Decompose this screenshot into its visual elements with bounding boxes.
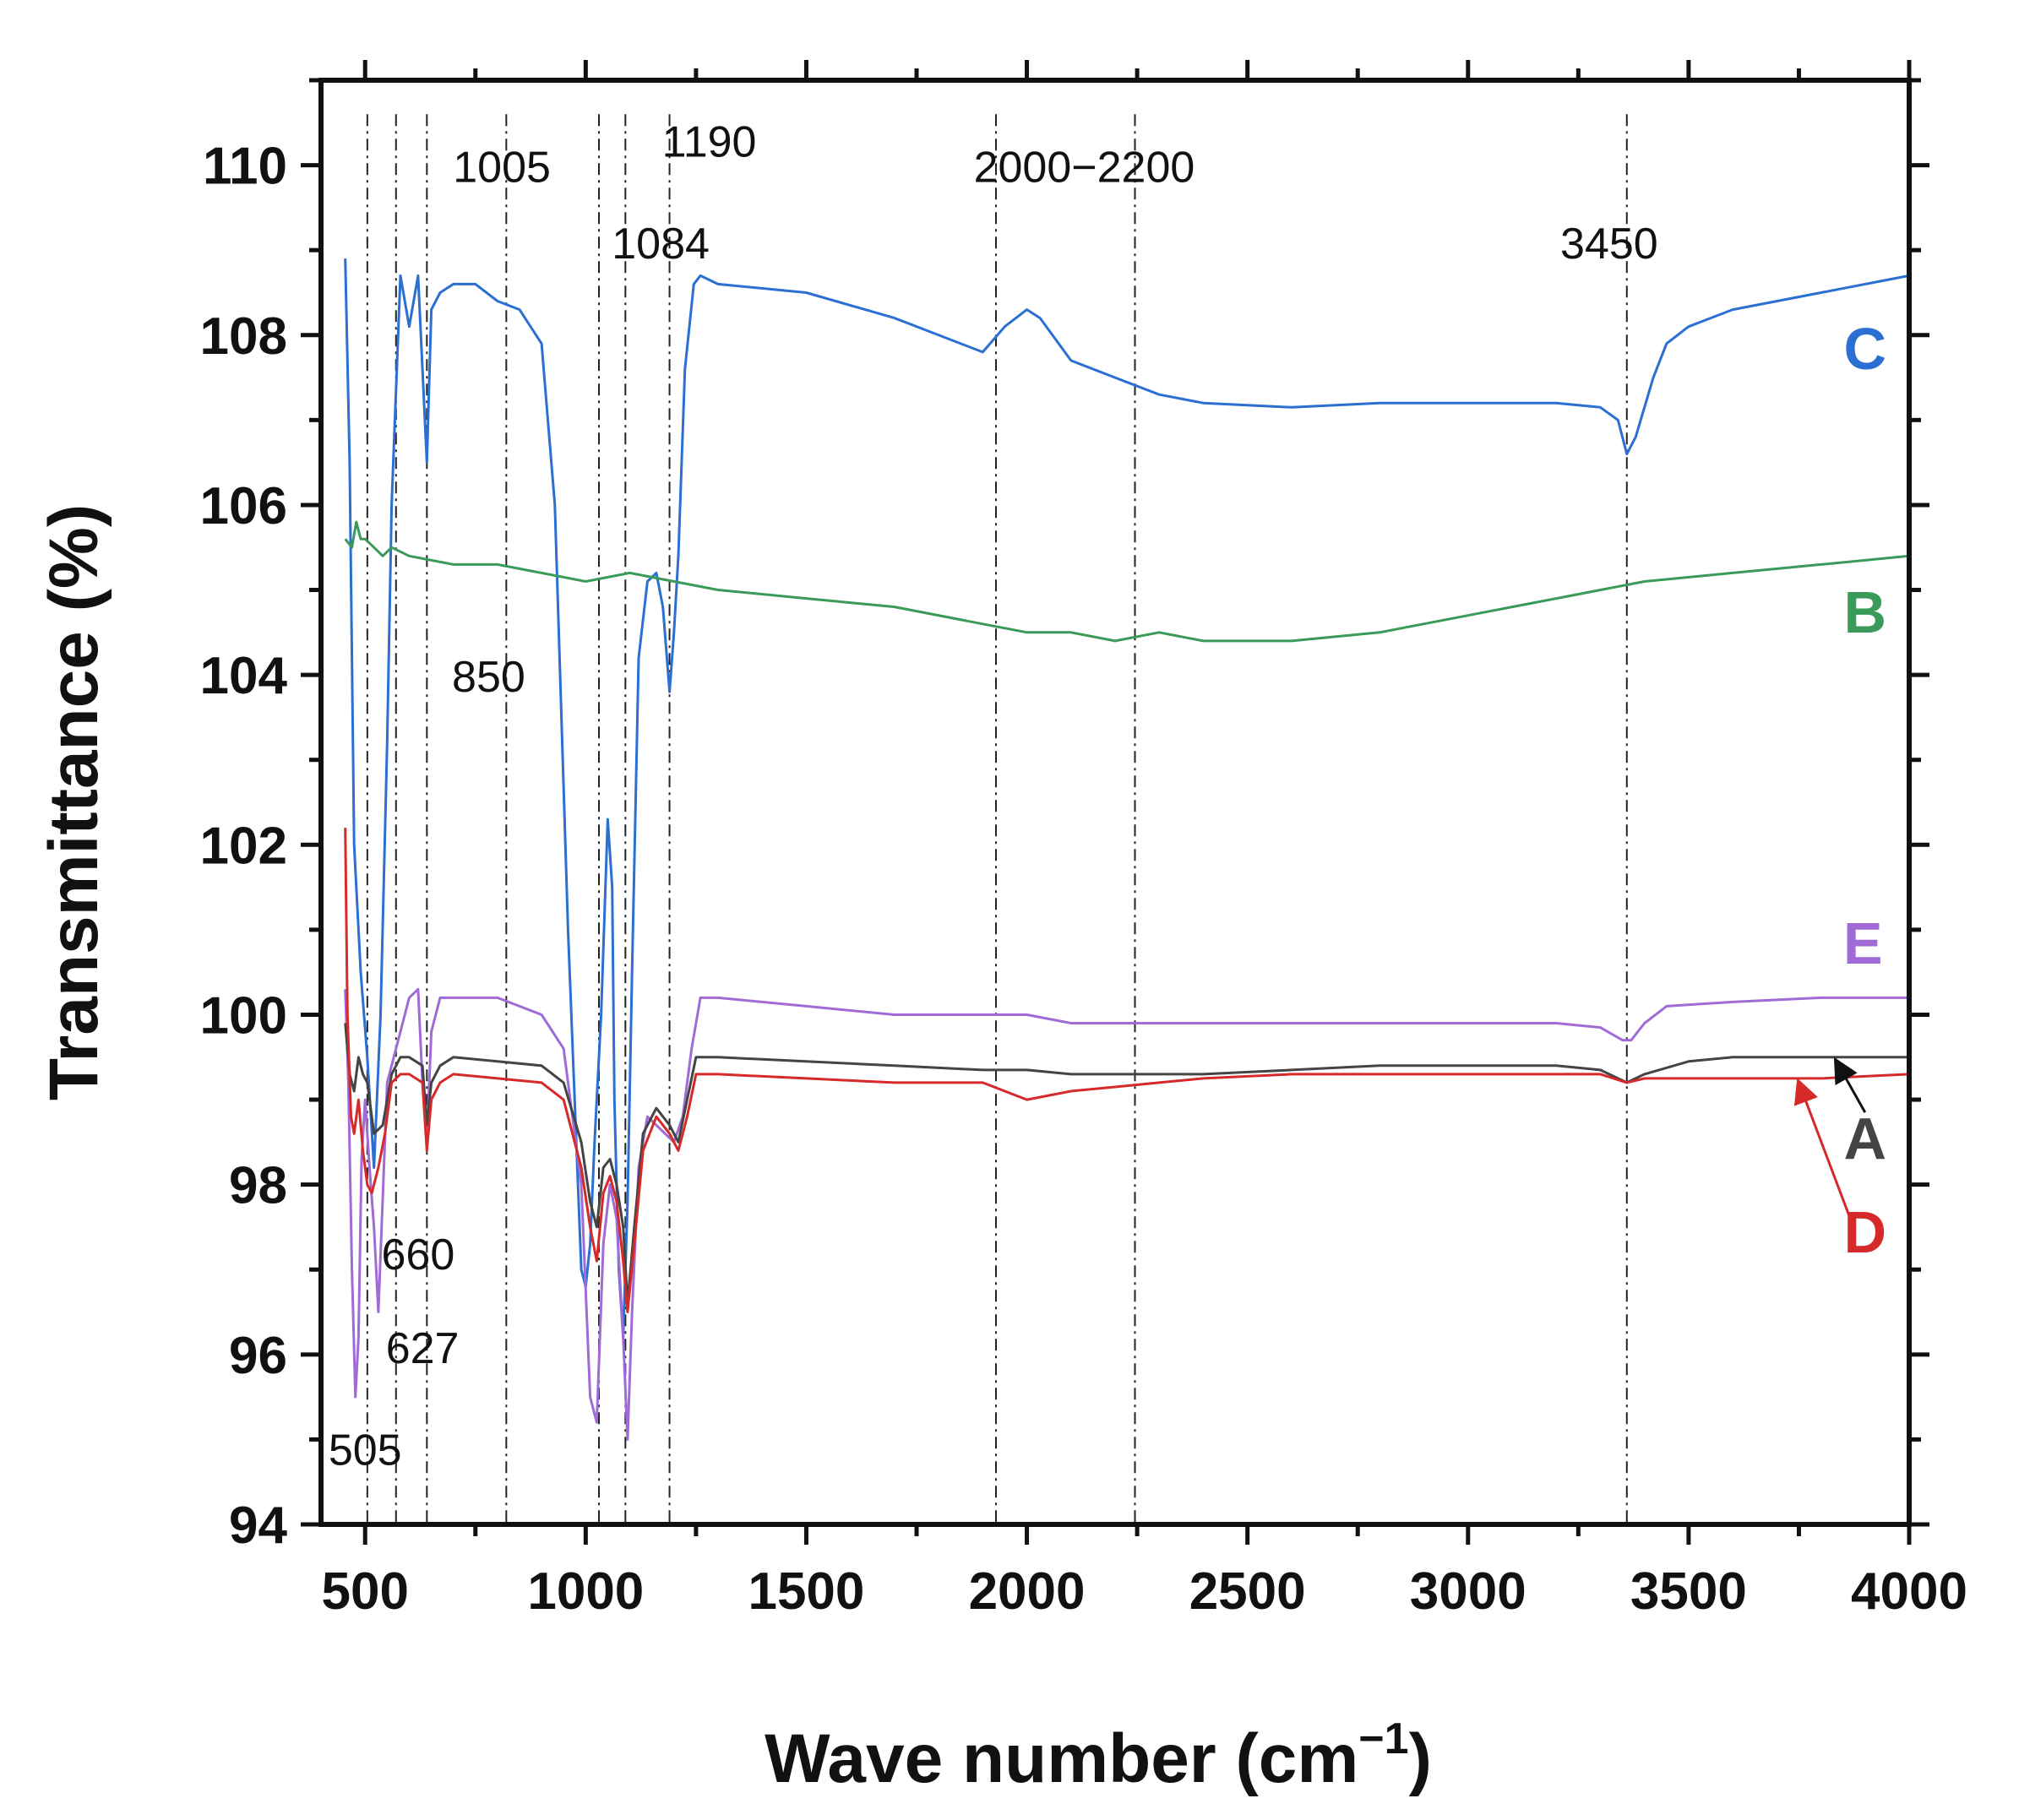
series-layer <box>344 258 1910 1441</box>
pointer-arrow-a <box>1833 1057 1867 1113</box>
y-tick-label: 108 <box>200 307 287 366</box>
y-tick-label: 100 <box>200 986 287 1045</box>
x-axis-title-end: ) <box>1409 1720 1432 1797</box>
x-tick-label: 2000 <box>969 1562 1086 1621</box>
axis-ticks <box>301 60 1929 1545</box>
y-axis-title: Transmittance (%) <box>35 504 112 1100</box>
x-tick-label: 3000 <box>1410 1562 1526 1621</box>
series-pointer-arrows <box>1793 1057 1867 1224</box>
x-tick-label: 1000 <box>527 1562 644 1621</box>
x-axis-title-superscript: −1 <box>1358 1714 1408 1763</box>
pointer-arrow-d <box>1793 1078 1853 1224</box>
x-axis-title: Wave number (cm−1) <box>765 1714 1432 1797</box>
plot-frame <box>318 78 1912 1527</box>
x-tick-label: 3500 <box>1630 1562 1747 1621</box>
peak-guide-lines <box>366 114 1628 1524</box>
peak-label: 660 <box>382 1231 455 1279</box>
x-tick-labels: 500 1000 1500 2000 2500 3000 3500 4000 <box>321 1562 1967 1621</box>
y-tick-label: 96 <box>229 1327 287 1385</box>
y-tick-label: 110 <box>203 138 287 196</box>
y-tick-label: 94 <box>229 1497 287 1555</box>
series-label-d: D <box>1843 1199 1886 1265</box>
series-line-d <box>344 828 1910 1313</box>
y-tick-label: 104 <box>200 647 288 705</box>
series-line-b <box>344 520 1910 643</box>
series-label-a: A <box>1843 1106 1886 1171</box>
peak-label: 1084 <box>612 220 710 269</box>
series-labels: C B E AD <box>1843 316 1886 1265</box>
peak-label: 3450 <box>1560 220 1658 269</box>
peak-labels: 505 627 660 850 1005 1084 1190 2000−2200 3450 <box>329 118 1658 1475</box>
series-line-e <box>344 987 1909 1441</box>
series-line-c <box>344 258 1910 1339</box>
x-tick-label: 500 <box>321 1562 408 1621</box>
x-tick-label: 4000 <box>1851 1562 1967 1621</box>
peak-label: 850 <box>452 653 525 702</box>
series-label-b: B <box>1843 579 1886 645</box>
y-tick-label: 102 <box>200 817 287 875</box>
x-tick-label: 1500 <box>748 1562 864 1621</box>
x-tick-label: 2500 <box>1189 1562 1306 1621</box>
peak-label: 627 <box>386 1324 460 1373</box>
series-label-e: E <box>1843 910 1883 976</box>
peak-label: 1190 <box>662 118 757 167</box>
series-label-c: C <box>1843 316 1886 382</box>
y-tick-labels: 94 96 98 100 102 104 106 108 110 <box>200 138 288 1555</box>
peak-label: 2000−2200 <box>974 144 1195 193</box>
y-tick-label: 106 <box>200 477 287 535</box>
peak-label: 505 <box>329 1426 402 1475</box>
peak-label: 1005 <box>453 144 551 193</box>
y-tick-label: 98 <box>229 1157 287 1215</box>
